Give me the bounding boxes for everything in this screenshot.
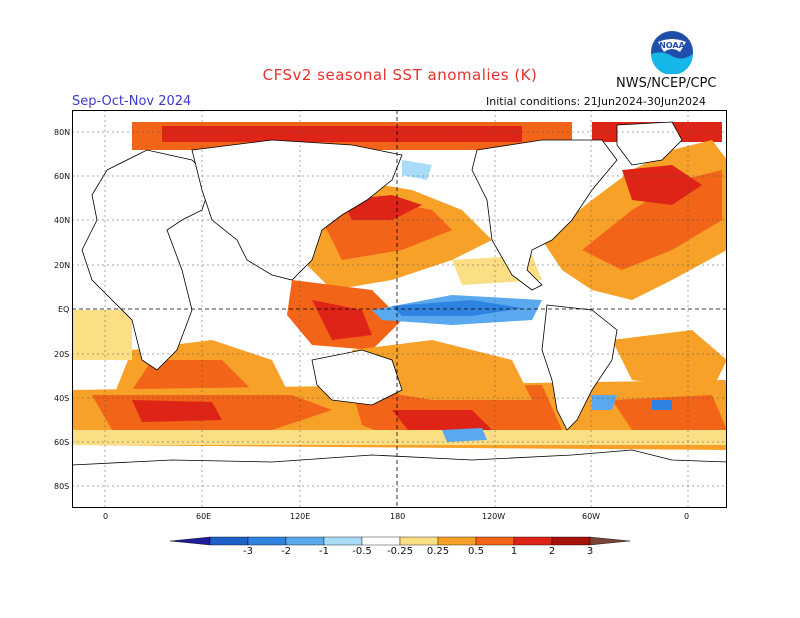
sst-anomaly-map (72, 110, 727, 508)
lat-label-60n: 60N (54, 172, 71, 181)
colorbar-segment (361, 536, 401, 546)
lat-label-20n: 20N (54, 261, 71, 270)
logo-text: NOAA (659, 41, 685, 50)
colorbar-segment (475, 536, 515, 546)
colorbar-tick-label: -0.5 (352, 546, 372, 557)
lon-label-0-right: 0 (684, 512, 690, 521)
colorbar-segment (285, 536, 325, 546)
lat-label-60s: 60S (54, 438, 70, 447)
lon-label-0: 0 (103, 512, 109, 521)
colorbar-segment (209, 536, 249, 546)
colorbar-segment (323, 536, 363, 546)
lat-label-20s: 20S (54, 350, 70, 359)
colorbar-tick-label: 0.5 (468, 546, 484, 557)
lat-label-80s: 80S (54, 482, 70, 491)
colorbar-tick-label: 1 (510, 546, 518, 557)
equator-dateline (72, 110, 727, 508)
lon-label-60w: 60W (582, 512, 601, 521)
season-label: Sep-Oct-Nov 2024 (72, 94, 192, 109)
initial-conditions-label: Initial conditions: 21Jun2024-30Jun2024 (486, 95, 707, 108)
colorbar (170, 536, 630, 546)
continents (72, 121, 727, 508)
colorbar-tick-label: 2 (548, 546, 556, 557)
colorbar-segment (551, 536, 591, 546)
agency-label: NWS/NCEP/CPC (616, 76, 717, 91)
lat-lon-grid (72, 110, 727, 508)
lat-label-40n: 40N (54, 216, 71, 225)
greenland-landmass (616, 121, 683, 166)
colorbar-tick-label: -1 (319, 546, 329, 557)
colorbar-segment (513, 536, 553, 546)
lon-label-180: 180 (390, 512, 406, 521)
chart-title: CFSv2 seasonal SST anomalies (K) (262, 66, 538, 84)
colorbar-segment (247, 536, 287, 546)
colorbar-segment (399, 536, 439, 546)
south-america-landmass (541, 304, 618, 431)
lat-label-80n: 80N (54, 128, 71, 137)
colorbar-arrow-high (589, 536, 630, 546)
north-america-landmass (471, 139, 618, 291)
colorbar-tick-label: -0.25 (387, 546, 413, 557)
colorbar-tick-label: -2 (281, 546, 291, 557)
colorbar-tick-label: 3 (586, 546, 594, 557)
antarctica-landmass (72, 449, 727, 508)
noaa-logo: NOAA (651, 31, 693, 74)
lat-label-40s: 40S (54, 394, 70, 403)
lat-label-eq: EQ (58, 305, 70, 314)
lon-label-60e: 60E (196, 512, 212, 521)
colorbar-arrow-low (170, 536, 211, 546)
colorbar-segment (437, 536, 477, 546)
map-frame (72, 110, 727, 508)
lon-label-120w: 120W (482, 512, 506, 521)
colorbar-tick-label: 0.25 (426, 546, 450, 557)
lon-label-120e: 120E (290, 512, 311, 521)
asia-landmass (191, 139, 403, 281)
australia-landmass (311, 349, 403, 406)
colorbar-tick-label: -3 (243, 546, 253, 557)
